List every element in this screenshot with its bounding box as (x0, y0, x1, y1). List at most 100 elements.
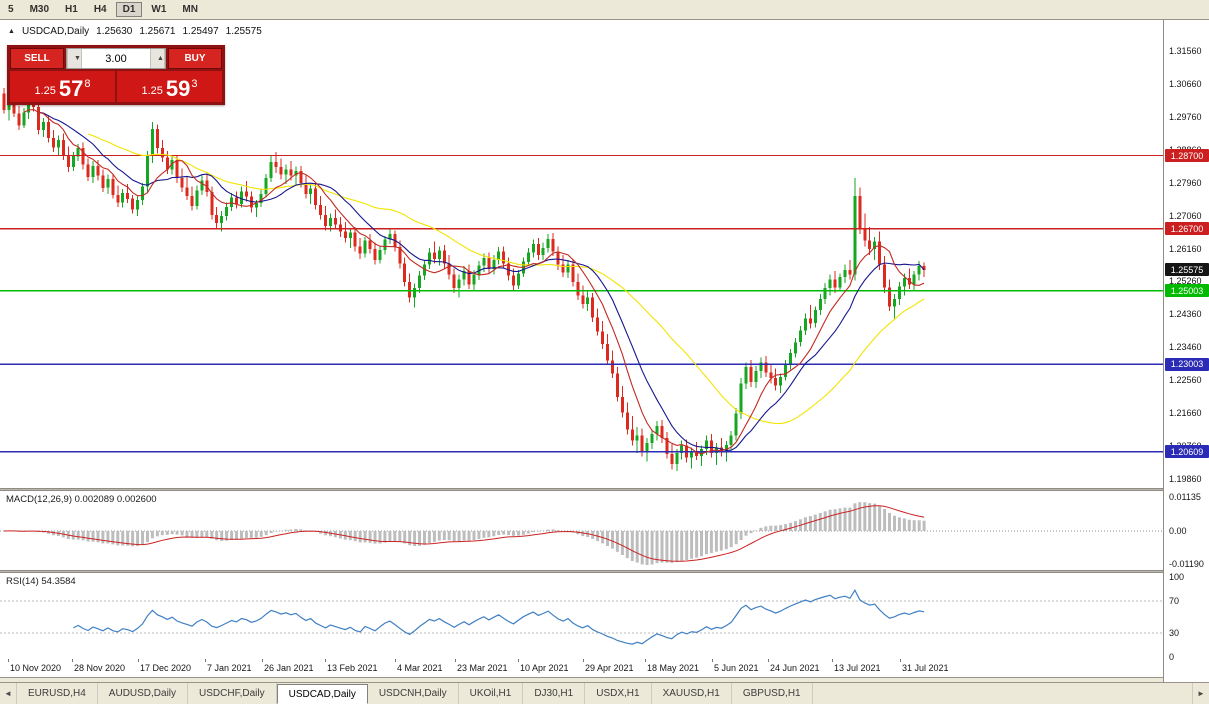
one-click-trading-panel: SELL ▼ ▲ BUY 1.25 57 8 1.25 59 3 (7, 45, 225, 105)
macd-label: MACD(12,26,9) 0.002089 0.002600 (6, 494, 157, 505)
date-label: 18 May 2021 (647, 663, 700, 673)
price-axis-tick: 1.27060 (1169, 210, 1202, 221)
collapse-trade-panel-icon[interactable]: ▲ (8, 28, 15, 35)
price-axis-tick: 1.19860 (1169, 474, 1202, 485)
date-tick (72, 659, 73, 662)
timeframe-button-w1[interactable]: W1 (144, 2, 173, 17)
ohlc-open: 1.25630 (96, 26, 133, 37)
date-label: 24 Jun 2021 (770, 663, 820, 673)
volume-input[interactable] (82, 49, 150, 68)
date-tick (712, 659, 713, 662)
buy-button[interactable]: BUY (168, 48, 222, 69)
buy-price-big-digits: 59 (165, 76, 191, 101)
rsi-panel-splitter[interactable] (0, 570, 1209, 573)
sell-button[interactable]: SELL (10, 48, 64, 69)
sell-price-pipette: 8 (84, 78, 91, 90)
date-label: 10 Nov 2020 (10, 663, 62, 673)
current-price-tag: 1.25575 (1165, 263, 1209, 277)
chart-tab-usdchf-daily[interactable]: USDCHF,Daily (188, 683, 277, 704)
volume-field: ▼ ▲ (66, 48, 166, 69)
macd-axis-label: 0.00 (1169, 526, 1187, 536)
price-level-tag: 1.23003 (1165, 357, 1209, 371)
date-label: 13 Jul 2021 (834, 663, 881, 673)
chart-tab-gbpusd-h1[interactable]: GBPUSD,H1 (732, 683, 813, 704)
rsi-axis-label: 30 (1169, 628, 1180, 638)
rsi-axis-label: 0 (1169, 652, 1175, 662)
buy-price-pipette: 3 (191, 78, 198, 90)
macd-axis-label: -0.01190 (1169, 559, 1204, 569)
date-label: 17 Dec 2020 (140, 663, 192, 673)
timeframe-button-h4[interactable]: H4 (87, 2, 114, 17)
price-level-tag: 1.28700 (1165, 149, 1209, 162)
date-axis[interactable]: 10 Nov 2020 28 Nov 2020 17 Dec 2020 7 Jan 2… (0, 659, 1163, 677)
chart-tab-audusd-daily[interactable]: AUDUSD,Daily (98, 683, 189, 704)
timeframe-button-h1[interactable]: H1 (58, 2, 85, 17)
chart-tab-dj30-h1[interactable]: DJ30,H1 (523, 683, 586, 704)
date-label: 31 Jul 2021 (902, 663, 949, 673)
buy-price-prefix: 1.25 (141, 85, 163, 97)
price-axis-tick: 1.30660 (1169, 78, 1202, 89)
ohlc-close: 1.25575 (225, 26, 262, 37)
timeframe-button-m30[interactable]: M30 (23, 2, 56, 17)
date-label: 13 Feb 2021 (327, 663, 378, 673)
date-label: 26 Jan 2021 (264, 663, 314, 673)
tabs-scroll-right-button[interactable]: ► (1192, 683, 1209, 704)
ohlc-low: 1.25497 (182, 26, 219, 37)
ohlc-high: 1.25671 (139, 26, 176, 37)
date-label: 23 Mar 2021 (457, 663, 508, 673)
tabs-spacer (813, 683, 1192, 704)
date-tick (325, 659, 326, 662)
price-level-tag: 1.20609 (1165, 445, 1209, 459)
chart-tab-eurusd-h4[interactable]: EURUSD,H4 (17, 683, 98, 704)
macd-indicator-panel (0, 491, 1163, 570)
macd-panel-splitter[interactable] (0, 488, 1209, 491)
date-label: 4 Mar 2021 (397, 663, 443, 673)
sell-price-display[interactable]: 1.25 57 8 (10, 71, 115, 102)
date-tick (832, 659, 833, 662)
date-tick (518, 659, 519, 662)
sell-price-big-digits: 57 (58, 76, 84, 101)
timeframe-button-5[interactable]: 5 (1, 2, 21, 17)
rsi-axis-label: 100 (1169, 572, 1185, 582)
window-bottom-strip (0, 677, 1209, 682)
buy-price-display[interactable]: 1.25 59 3 (117, 71, 222, 102)
chart-tab-usdcnh-daily[interactable]: USDCNH,Daily (368, 683, 459, 704)
price-axis-tick: 1.23460 (1169, 342, 1202, 353)
sell-price-prefix: 1.25 (34, 85, 56, 97)
tabs-scroll-left-button[interactable]: ◄ (0, 683, 17, 704)
chart-caption: ▲ USDCAD,Daily 1.25630 1.25671 1.25497 1… (8, 26, 262, 37)
timeframe-button-mn[interactable]: MN (175, 2, 205, 17)
date-tick (583, 659, 584, 662)
date-label: 5 Jun 2021 (714, 663, 759, 673)
price-level-tag: 1.25003 (1165, 284, 1209, 298)
date-tick (395, 659, 396, 662)
volume-increase-button[interactable]: ▲ (150, 49, 165, 68)
date-label: 29 Apr 2021 (585, 663, 634, 673)
date-tick (262, 659, 263, 662)
chart-tab-usdcad-daily[interactable]: USDCAD,Daily (276, 684, 368, 704)
chart-tab-xauusd-h1[interactable]: XAUUSD,H1 (652, 683, 732, 704)
price-axis[interactable]: 1.315601.306601.297601.288601.279601.270… (1163, 20, 1209, 682)
volume-decrease-button[interactable]: ▼ (67, 49, 82, 68)
date-tick (138, 659, 139, 662)
rsi-axis-label: 70 (1169, 596, 1180, 606)
timeframe-toolbar: 5 M30 H1 H4 D1 W1 MN (0, 0, 1209, 20)
price-axis-tick: 1.26160 (1169, 243, 1202, 254)
macd-axis-label: 0.01135 (1169, 492, 1201, 502)
chart-tab-usdx-h1[interactable]: USDX,H1 (585, 683, 652, 704)
price-axis-tick: 1.29760 (1169, 111, 1202, 122)
price-axis-tick: 1.24360 (1169, 309, 1202, 320)
price-level-tag: 1.26700 (1165, 222, 1209, 236)
price-axis-tick: 1.25260 (1169, 276, 1202, 287)
chart-tab-ukoil-h1[interactable]: UKOil,H1 (459, 683, 524, 704)
price-axis-tick: 1.22560 (1169, 375, 1202, 386)
price-axis-tick: 1.27960 (1169, 177, 1202, 188)
chart-symbol-label: USDCAD,Daily (21, 26, 90, 37)
date-tick (8, 659, 9, 662)
timeframe-button-d1[interactable]: D1 (115, 2, 143, 17)
rsi-label: RSI(14) 54.3584 (6, 576, 76, 587)
date-tick (455, 659, 456, 662)
chart-area: ▲ USDCAD,Daily 1.25630 1.25671 1.25497 1… (0, 20, 1209, 682)
date-label: 28 Nov 2020 (74, 663, 126, 673)
